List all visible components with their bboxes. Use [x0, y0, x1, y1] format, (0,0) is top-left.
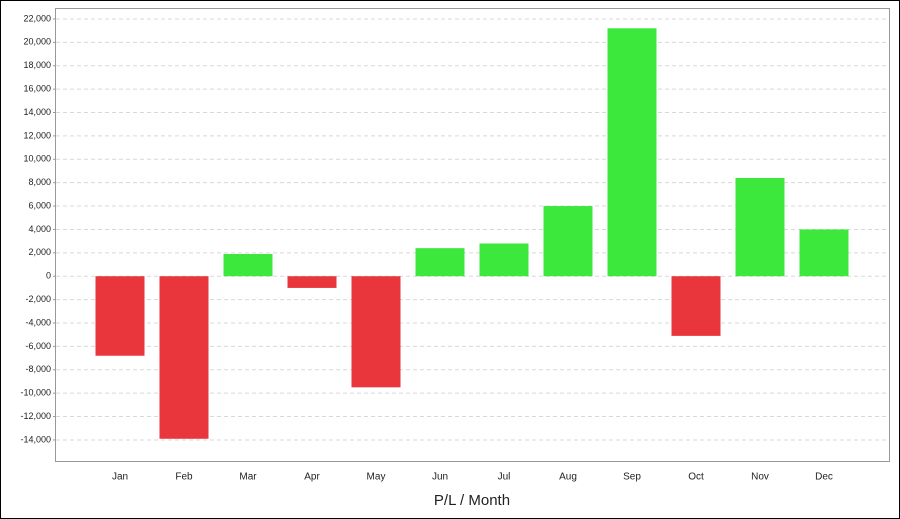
bar — [543, 206, 593, 277]
bar — [479, 243, 529, 277]
x-tick-label: Nov — [751, 472, 769, 483]
y-tick-label: 16,000 — [23, 83, 51, 93]
x-tick-label: Aug — [559, 472, 577, 483]
y-tick-label: 18,000 — [23, 60, 51, 70]
bar — [159, 276, 209, 439]
y-tick-label: -8,000 — [25, 364, 51, 374]
y-tick-label: 20,000 — [23, 37, 51, 47]
x-tick-label: May — [367, 472, 386, 483]
x-tick-label: Sep — [623, 472, 641, 483]
x-axis-label: P/L / Month — [434, 492, 510, 509]
y-tick-label: 10,000 — [23, 154, 51, 164]
bar — [415, 248, 465, 277]
bar — [607, 28, 657, 277]
x-tick-label: Feb — [175, 472, 193, 483]
y-tick-label: 22,000 — [23, 13, 51, 23]
x-tick-label: Jul — [498, 472, 511, 483]
y-tick-label: 4,000 — [28, 224, 51, 234]
y-tick-label: 2,000 — [28, 247, 51, 257]
x-tick-label: Mar — [239, 472, 257, 483]
x-tick-label: Jun — [432, 472, 448, 483]
y-tick-label: -4,000 — [25, 317, 51, 327]
y-tick-label: 0 — [46, 271, 51, 281]
x-tick-label: Jan — [112, 472, 128, 483]
y-tick-label: 14,000 — [23, 107, 51, 117]
y-tick-label: 6,000 — [28, 200, 51, 210]
bar — [95, 276, 145, 356]
bar — [351, 276, 401, 388]
y-tick-label: -12,000 — [20, 411, 51, 421]
y-tick-label: -10,000 — [20, 388, 51, 398]
bar — [735, 177, 785, 277]
y-tick-label: -2,000 — [25, 294, 51, 304]
bar — [671, 276, 721, 336]
y-tick-label: -14,000 — [20, 434, 51, 444]
y-tick-label: 12,000 — [23, 130, 51, 140]
bar — [287, 276, 337, 288]
x-tick-label: Oct — [688, 472, 704, 483]
bar — [799, 229, 849, 277]
y-tick-label: -6,000 — [25, 341, 51, 351]
x-tick-label: Dec — [815, 472, 833, 483]
x-tick-label: Apr — [304, 472, 320, 483]
bar — [223, 254, 273, 277]
y-tick-label: 8,000 — [28, 177, 51, 187]
plot-area — [55, 8, 890, 462]
